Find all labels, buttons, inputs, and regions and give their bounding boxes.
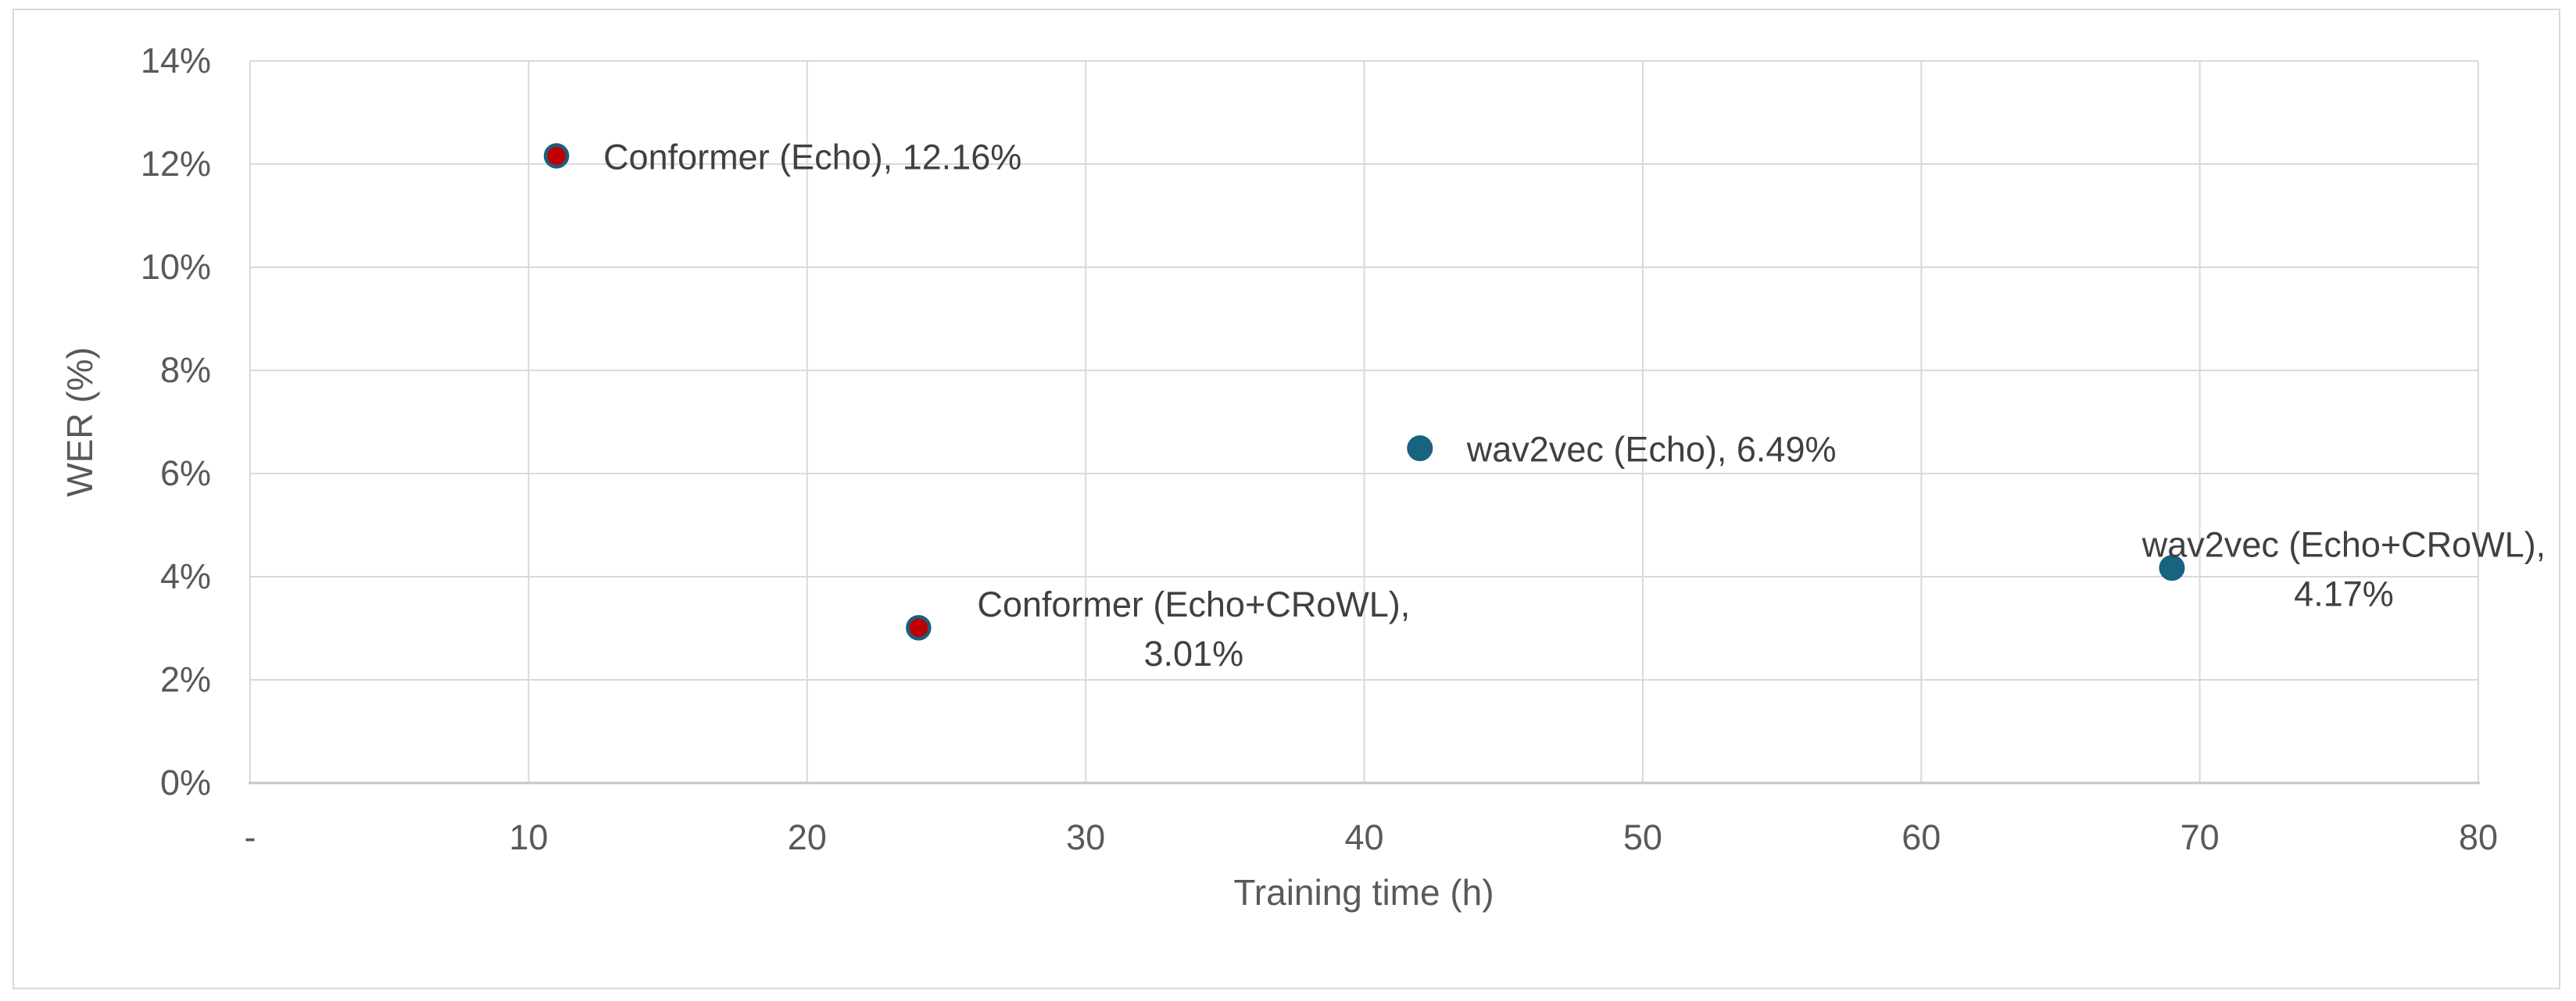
data-point-label: Conformer (Echo), 12.16% [603,137,1021,177]
x-tick-label: 40 [1344,817,1383,857]
y-tick-label: 14% [141,41,211,80]
y-tick-label: 4% [160,556,211,596]
y-tick-label: 8% [160,350,211,390]
data-point-label: wav2vec (Echo), 6.49% [1466,430,1837,470]
data-point-label: 3.01% [1143,634,1243,674]
gridlines [249,60,2479,783]
y-axis-title: WER (%) [59,347,100,497]
data-point-label: 4.17% [2294,574,2394,613]
x-tick-label: 30 [1066,817,1105,857]
y-tick-label: 0% [160,763,211,803]
x-tick-label: 70 [2181,817,2220,857]
y-tick-label: 12% [141,144,211,184]
chart-frame [13,9,2560,989]
y-tick-label: 2% [160,660,211,699]
data-point-marker [1407,435,1433,462]
data-point-marker [543,143,570,169]
data-point-labels: Conformer (Echo), 12.16% Conformer (Echo+… [603,137,2546,673]
x-tick-label: 50 [1623,817,1662,857]
x-tick-label: 10 [509,817,548,857]
x-tick-label: 80 [2459,817,2498,857]
x-axis-title: Training time (h) [1233,872,1494,913]
data-point-marker [2159,555,2185,581]
y-axis-tick-labels: 0% 2% 4% 6% 8% 10% 12% 14% [141,41,211,803]
x-axis-tick-labels: - 10 20 30 40 50 60 70 80 [245,817,2499,857]
data-point-label: Conformer (Echo+CRoWL), [977,585,1410,624]
data-points [543,143,2185,641]
data-point-label: wav2vec (Echo+CRoWL), [2141,524,2546,564]
x-tick-label: 60 [1902,817,1941,857]
x-tick-label: - [245,817,256,857]
data-point-marker [906,615,932,641]
y-tick-label: 6% [160,453,211,493]
y-tick-label: 10% [141,247,211,287]
x-tick-label: 20 [788,817,827,857]
